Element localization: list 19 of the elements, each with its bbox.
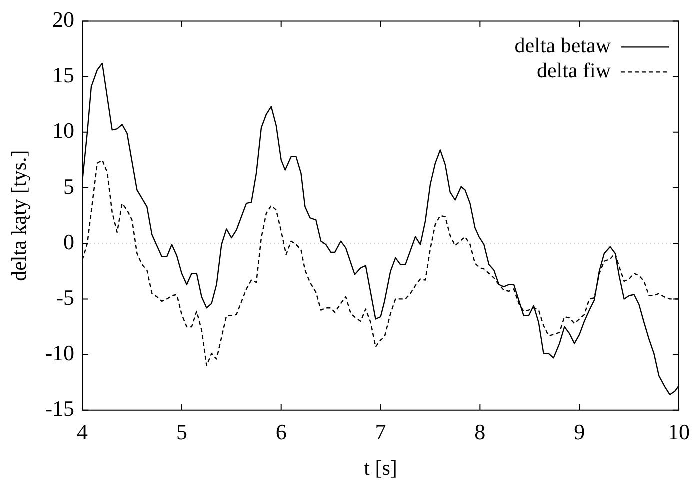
legend-label: delta betaw (514, 34, 612, 58)
x-tick-label: 10 (668, 419, 690, 444)
x-tick-label: 4 (77, 419, 88, 444)
y-axis-title: delta kąty [tys.] (7, 150, 32, 282)
y-tick-label: -10 (45, 340, 75, 366)
y-tick-label: 5 (64, 174, 75, 199)
x-axis-title: t [s] (364, 456, 398, 480)
y-tick-label: 0 (64, 229, 75, 254)
x-tick-label: 8 (474, 419, 486, 444)
x-tick-label: 5 (176, 419, 188, 444)
legend-label: delta fiw (536, 58, 612, 83)
y-tick-label: -5 (56, 284, 75, 310)
x-tick-label: 9 (574, 419, 586, 444)
y-tick-label: 20 (52, 6, 75, 32)
y-tick-label: 15 (52, 62, 75, 88)
x-tick-label: 6 (276, 419, 287, 444)
x-tick-label: 7 (375, 419, 386, 444)
y-tick-label: -15 (45, 396, 75, 422)
y-tick-label: 10 (52, 118, 75, 144)
